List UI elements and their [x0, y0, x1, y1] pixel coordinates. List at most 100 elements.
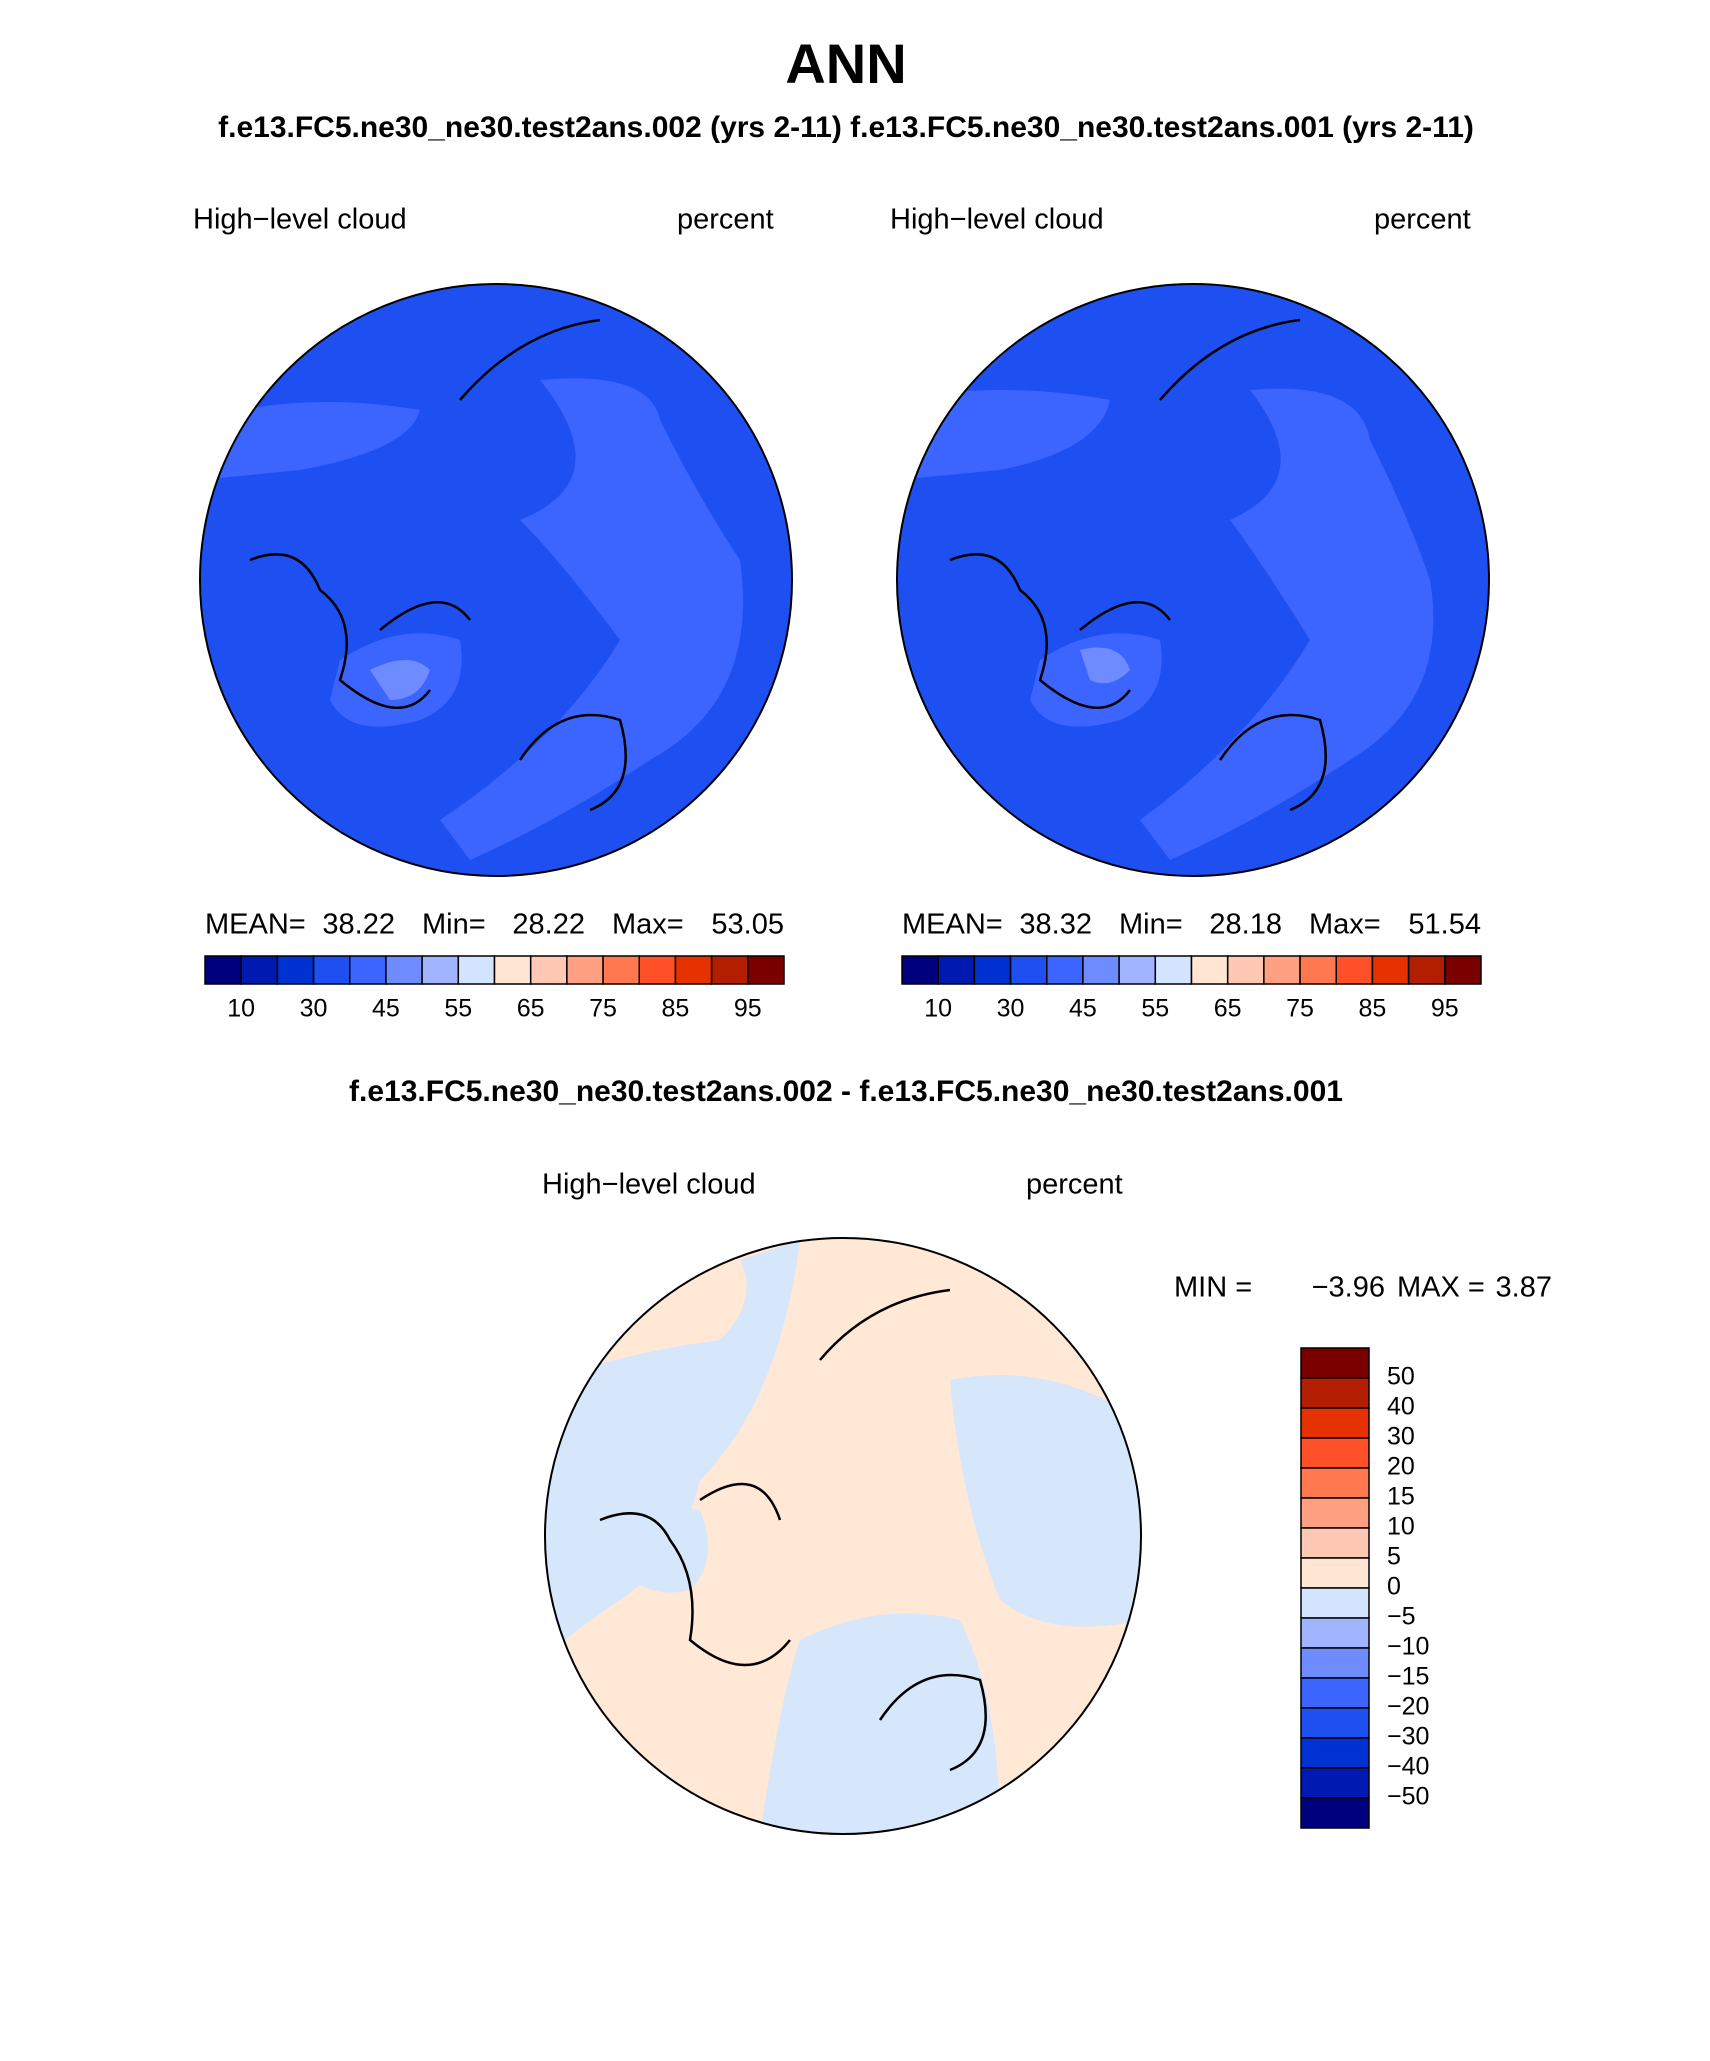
- colorbar-label: −5: [1387, 1603, 1416, 1631]
- colorbar-label: 10: [924, 995, 952, 1023]
- stat-label: MAX =: [1397, 1272, 1485, 1304]
- colorbar-box: [1300, 1737, 1370, 1769]
- colorbar-box: [1407, 955, 1446, 985]
- colorbar-label: 10: [227, 995, 255, 1023]
- stat-label: Min=: [1119, 909, 1183, 941]
- stat-label: Max=: [1309, 909, 1381, 941]
- colorbar-box: [385, 955, 423, 985]
- colorbar-box: [1444, 955, 1482, 985]
- stat-label: MEAN=: [902, 909, 1003, 941]
- colorbar-box: [1046, 955, 1084, 985]
- colorbar-box: [1263, 955, 1301, 985]
- colorbar-label: 55: [1141, 995, 1169, 1023]
- colorbar-label: 95: [1431, 995, 1459, 1023]
- colorbar-label: 40: [1387, 1393, 1415, 1421]
- colorbar-box: [1300, 1557, 1370, 1589]
- stats: MEAN= 38.22 Min= 28.22 Max= 53.05 MEAN= …: [205, 909, 1481, 941]
- stat-value: 53.05: [711, 909, 784, 941]
- colorbar-label: −20: [1387, 1693, 1429, 1721]
- colorbar-label: −15: [1387, 1663, 1429, 1691]
- colorbar-box: [747, 955, 785, 985]
- map-border: [199, 283, 793, 877]
- variable-label: High−level cloud: [890, 204, 1104, 236]
- map-border: [544, 1237, 1142, 1835]
- colorbar-box: [1300, 1527, 1370, 1559]
- colorbars: 10 30 45 55 65 75 85 95 10 30 45 55 65 75 85 9550403020…: [204, 955, 1482, 1829]
- difference-title: f.e13.FC5.ne30_ne30.test2ans.002 - f.e13…: [349, 1075, 1343, 1108]
- colorbar-box: [1300, 1347, 1370, 1379]
- stat-label: MEAN=: [205, 909, 306, 941]
- colorbar-box: [457, 955, 496, 985]
- colorbar-box: [312, 955, 351, 985]
- colorbar-label: 15: [1387, 1483, 1415, 1511]
- map: [545, 1238, 1141, 1834]
- colorbar-box: [276, 955, 315, 985]
- colorbar-box: [1226, 955, 1265, 985]
- colorbar-box: [1300, 1677, 1370, 1709]
- colorbar-label: 45: [1069, 995, 1097, 1023]
- stat-value: −3.96: [1312, 1272, 1385, 1304]
- colorbar-box: [1300, 1377, 1370, 1409]
- stat-value: 28.18: [1209, 909, 1282, 941]
- colorbar-label: 0: [1387, 1573, 1401, 1601]
- colorbar-label: 85: [1359, 995, 1387, 1023]
- colorbar-box: [1300, 1617, 1370, 1649]
- colorbar-box: [1299, 955, 1337, 985]
- colorbar-label: 30: [997, 995, 1025, 1023]
- colorbar-label: 65: [517, 995, 545, 1023]
- colorbar-label: 5: [1387, 1543, 1401, 1571]
- units-label: percent: [1026, 1169, 1123, 1201]
- colorbar-box: [204, 955, 242, 985]
- colorbar-box: [529, 955, 568, 985]
- colorbar-box: [1190, 955, 1229, 985]
- stat-value: 51.54: [1408, 909, 1481, 941]
- colorbar-box: [1300, 1707, 1370, 1739]
- stat-label: Min=: [422, 909, 486, 941]
- colorbar-box: [1082, 955, 1120, 985]
- colorbar-box: [1335, 955, 1374, 985]
- colorbar-label: 65: [1214, 995, 1242, 1023]
- colorbar-box: [1300, 1647, 1370, 1679]
- subtitle: f.e13.FC5.ne30_ne30.test2ans.002 (yrs 2-…: [218, 111, 1474, 144]
- variable-label: High−level cloud: [193, 204, 407, 236]
- stat-label: Max=: [612, 909, 684, 941]
- stats: MIN = −3.96 MAX = 3.87: [1174, 1272, 1552, 1304]
- colorbar-label: 50: [1387, 1363, 1415, 1391]
- colorbar-label: 30: [300, 995, 328, 1023]
- colorbar-box: [1300, 1437, 1370, 1469]
- colorbar-box: [1300, 1407, 1370, 1439]
- colorbar-box: [1300, 1497, 1370, 1529]
- colorbar-box: [566, 955, 604, 985]
- colorbar-box: [1300, 1587, 1370, 1619]
- colorbar-box: [1009, 955, 1048, 985]
- units-label: percent: [1374, 204, 1471, 236]
- colorbar-label: 75: [1286, 995, 1314, 1023]
- colorbar-label: 75: [589, 995, 617, 1023]
- stat-value: 38.22: [322, 909, 395, 941]
- units-label: percent: [677, 204, 774, 236]
- colorbar-box: [710, 955, 749, 985]
- colorbar-label: 10: [1387, 1513, 1415, 1541]
- colorbar-label: 45: [372, 995, 400, 1023]
- colorbar-label: −40: [1387, 1753, 1429, 1781]
- stat-value: 28.22: [512, 909, 585, 941]
- colorbar-label: −50: [1387, 1783, 1429, 1811]
- colorbar-box: [493, 955, 532, 985]
- title: ANN: [785, 32, 906, 95]
- colorbar-label: −30: [1387, 1723, 1429, 1751]
- colorbar-box: [1300, 1797, 1370, 1829]
- colorbar-box: [1371, 955, 1410, 985]
- colorbar-box: [638, 955, 677, 985]
- map-border: [896, 283, 1490, 877]
- variable-label: High−level cloud: [542, 1169, 756, 1201]
- colorbar-box: [901, 955, 939, 985]
- colorbar-box: [1118, 955, 1157, 985]
- colorbar-label: 85: [662, 995, 690, 1023]
- colorbar-label: 20: [1387, 1453, 1415, 1481]
- colorbar-box: [937, 955, 976, 985]
- colorbar-box: [421, 955, 460, 985]
- colorbar-box: [349, 955, 387, 985]
- colorbar-box: [240, 955, 279, 985]
- stat-value: 3.87: [1496, 1272, 1552, 1304]
